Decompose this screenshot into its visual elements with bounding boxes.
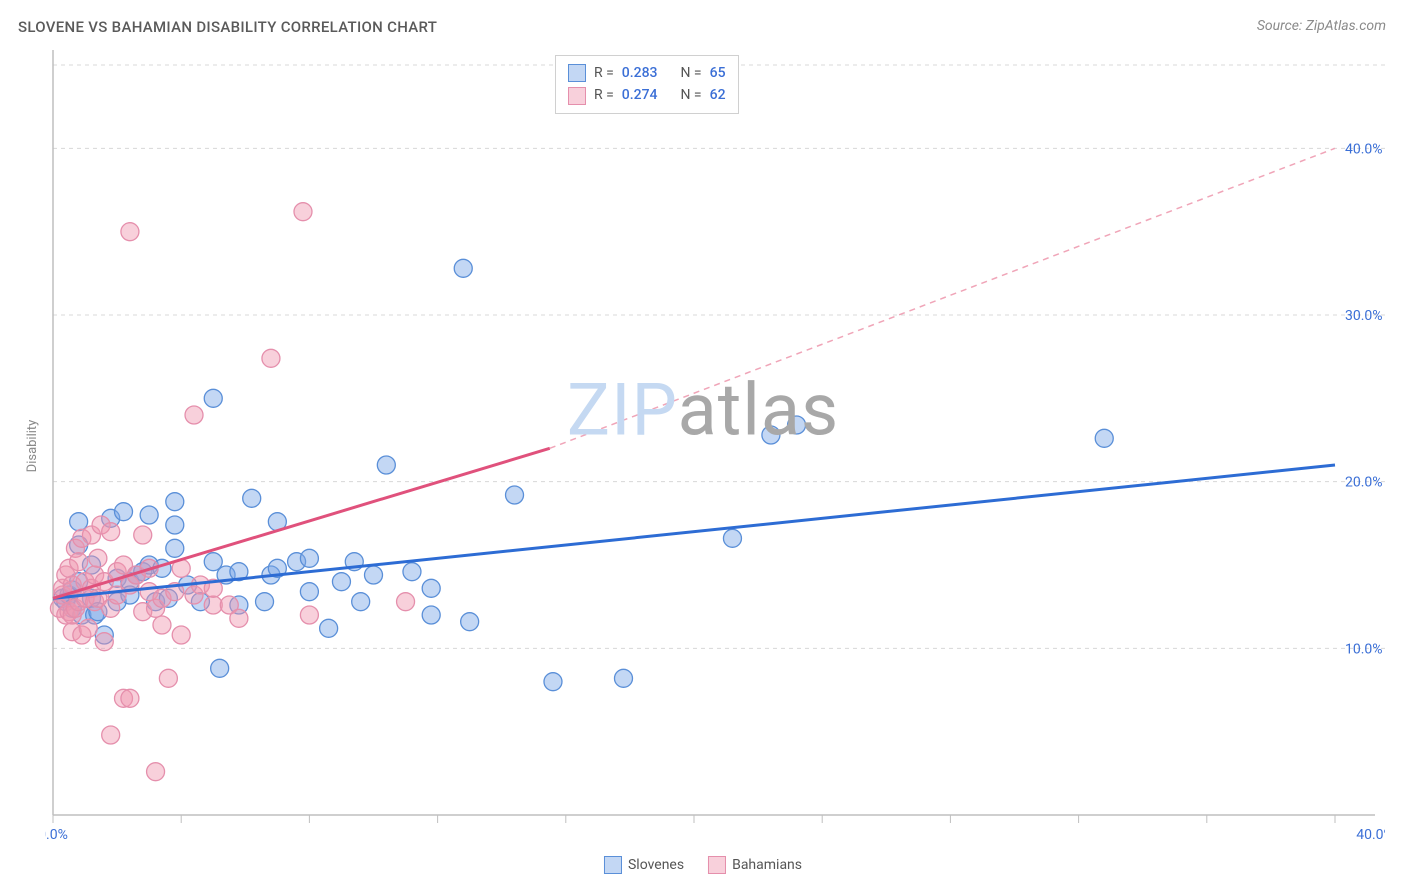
data-point-bahamians [95,633,113,651]
n-value: 65 [710,62,726,84]
svg-text:40.0%: 40.0% [1345,141,1383,157]
data-point-bahamians [185,406,203,424]
series-legend: Slovenes Bahamians [604,856,802,874]
legend-row: R = 0.283 N = 65 [568,62,726,84]
data-point-slovenes [544,673,562,691]
data-point-slovenes [204,389,222,407]
data-point-bahamians [230,609,248,627]
legend-swatch [568,64,586,82]
data-point-slovenes [300,583,318,601]
chart-title: SLOVENE VS BAHAMIAN DISABILITY CORRELATI… [18,18,437,36]
legend-swatch [568,87,586,105]
legend-label: Bahamians [732,857,802,873]
n-label: N = [680,84,701,106]
legend-row: R = 0.274 N = 62 [568,84,726,106]
r-label: R = [594,62,614,84]
data-point-bahamians [262,349,280,367]
data-point-bahamians [102,726,120,744]
source-attribution: Source: ZipAtlas.com [1257,18,1386,34]
scatter-plot: 10.0% 20.0% 30.0% 40.0% 0.0% 40.0% [45,45,1385,845]
svg-text:20.0%: 20.0% [1345,475,1383,491]
data-point-slovenes [300,549,318,567]
data-point-slovenes [422,579,440,597]
data-point-slovenes [365,566,383,584]
data-point-bahamians [204,596,222,614]
data-point-bahamians [121,223,139,241]
data-point-bahamians [134,526,152,544]
data-point-bahamians [397,593,415,611]
r-value: 0.274 [622,84,658,106]
y-axis-label: Disability [25,420,40,473]
chart-container: SLOVENE VS BAHAMIAN DISABILITY CORRELATI… [0,0,1406,892]
data-point-slovenes [332,573,350,591]
legend-swatch [604,856,622,874]
data-point-bahamians [89,549,107,567]
data-point-slovenes [243,489,261,507]
n-label: N = [680,62,701,84]
data-point-slovenes [320,619,338,637]
data-point-slovenes [723,529,741,547]
svg-text:30.0%: 30.0% [1345,308,1383,324]
data-point-slovenes [614,669,632,687]
n-value: 62 [710,84,726,106]
data-point-slovenes [211,659,229,677]
data-point-slovenes [166,539,184,557]
data-point-slovenes [140,506,158,524]
data-point-bahamians [79,619,97,637]
data-point-bahamians [102,523,120,541]
legend-item: Slovenes [604,856,684,874]
data-point-slovenes [1095,429,1113,447]
data-point-slovenes [762,426,780,444]
data-point-slovenes [166,516,184,534]
legend-label: Slovenes [628,857,684,873]
legend-swatch [708,856,726,874]
data-point-slovenes [115,503,133,521]
correlation-legend: R = 0.283 N = 65 R = 0.274 N = 62 [555,55,739,114]
data-point-bahamians [294,203,312,221]
data-point-bahamians [172,626,190,644]
r-value: 0.283 [622,62,658,84]
svg-text:40.0%: 40.0% [1356,827,1385,843]
data-point-bahamians [153,616,171,634]
data-point-slovenes [352,593,370,611]
data-point-slovenes [166,493,184,511]
data-point-slovenes [377,456,395,474]
data-point-slovenes [256,593,274,611]
data-point-slovenes [454,259,472,277]
data-point-slovenes [422,606,440,624]
data-point-bahamians [121,689,139,707]
svg-text:0.0%: 0.0% [45,827,68,843]
data-point-slovenes [461,613,479,631]
svg-text:10.0%: 10.0% [1345,641,1383,657]
data-point-slovenes [506,486,524,504]
data-point-bahamians [70,553,88,571]
r-label: R = [594,84,614,106]
data-point-slovenes [403,563,421,581]
legend-item: Bahamians [708,856,802,874]
data-point-bahamians [300,606,318,624]
data-point-slovenes [788,416,806,434]
data-point-bahamians [147,763,165,781]
data-point-bahamians [159,669,177,687]
